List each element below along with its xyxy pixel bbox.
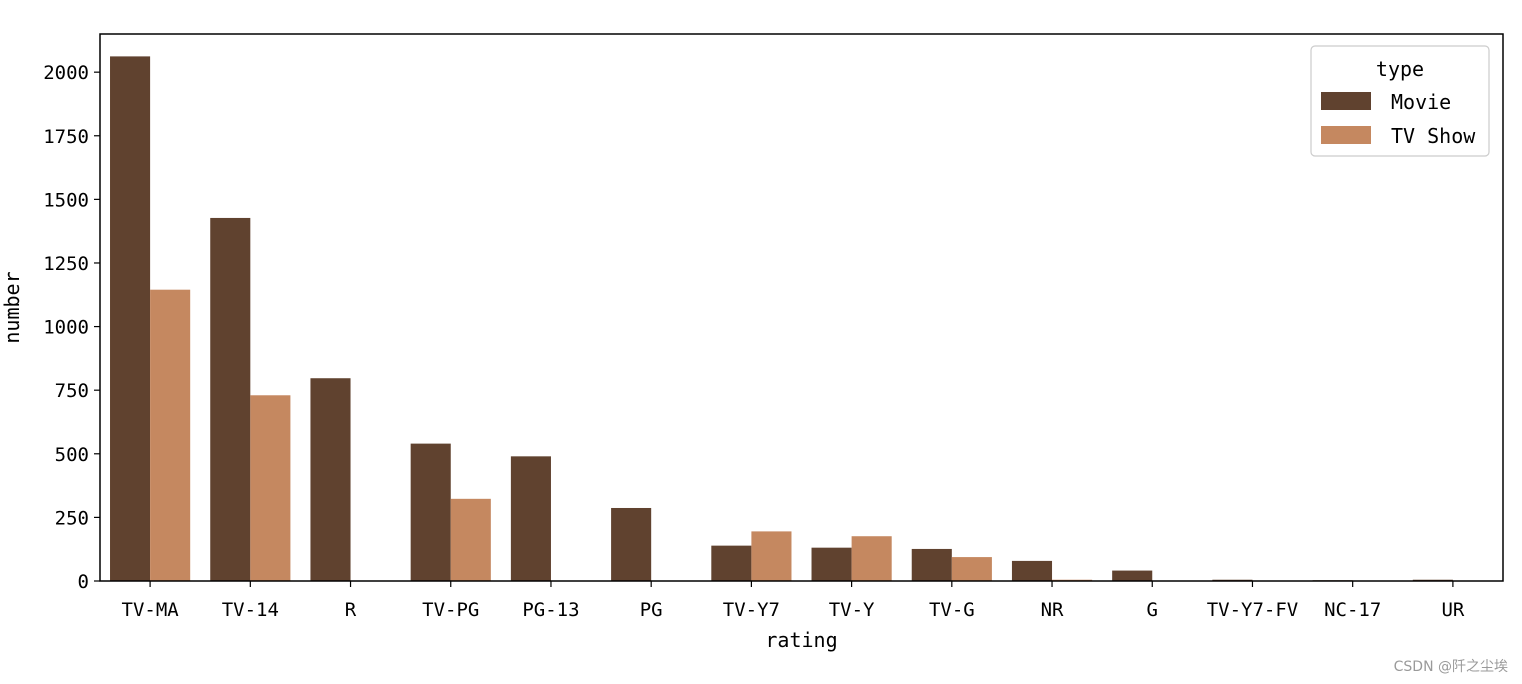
legend-label-tv-show: TV Show: [1391, 124, 1476, 148]
bar-tv-y-movie: [811, 547, 852, 581]
x-tick-label: TV-Y7-FV: [1207, 599, 1299, 621]
x-tick-label: TV-Y: [829, 599, 875, 621]
x-tick-label: TV-PG: [422, 599, 479, 621]
legend-title: type: [1376, 57, 1424, 81]
x-tick-label: NR: [1041, 599, 1064, 621]
x-axis-label: rating: [765, 628, 837, 652]
x-tick-label: TV-14: [222, 599, 279, 621]
bar-g-movie: [1112, 570, 1153, 581]
bar-tv-y7-tv-show: [751, 531, 792, 581]
y-tick-label: 250: [55, 507, 89, 529]
bar-tv-g-movie: [911, 548, 952, 581]
legend-swatch-movie: [1321, 92, 1371, 110]
y-tick-label: 1000: [43, 317, 89, 339]
x-tick-label: NC-17: [1324, 599, 1381, 621]
y-tick-label: 1250: [43, 253, 89, 275]
bar-nr-movie: [1011, 560, 1053, 581]
x-axis: TV-MA TV-14 R TV-PG PG-13 PG TV-Y7 TV-Y TV-G NR G T…: [122, 581, 1465, 621]
bar-tv-14-tv-show: [250, 395, 291, 581]
y-tick-label: 2000: [43, 62, 89, 84]
y-axis: 0 250 500 750 1000 1250 1500 1750 2000: [43, 62, 100, 593]
bar-tv-y7-movie: [711, 545, 752, 581]
x-tick-label: G: [1147, 599, 1158, 621]
y-tick-label: 1750: [43, 126, 89, 148]
bars-group: [110, 56, 1453, 582]
x-tick-label: PG-13: [522, 599, 579, 621]
bar-tv-g-tv-show: [951, 557, 992, 581]
y-tick-label: 750: [55, 380, 89, 402]
legend: type Movie TV Show: [1310, 45, 1490, 157]
bar-tv-14-movie: [210, 217, 251, 582]
y-tick-label: 500: [55, 444, 89, 466]
legend-items: Movie TV Show: [1321, 90, 1476, 148]
plot-frame: [99, 33, 1504, 582]
y-tick-label: 1500: [43, 189, 89, 211]
bar-tv-pg-tv-show: [450, 498, 491, 581]
x-tick-label: TV-MA: [122, 599, 180, 621]
watermark: CSDN @阡之尘埃: [1393, 659, 1508, 675]
bar-r-movie: [310, 378, 351, 581]
x-tick-label: TV-Y7: [723, 599, 780, 621]
x-tick-label: TV-G: [929, 599, 975, 621]
y-tick-label: 0: [78, 571, 89, 593]
x-tick-label: UR: [1441, 599, 1464, 621]
bar-tv-pg-movie: [410, 443, 451, 581]
y-axis-label: number: [0, 271, 24, 343]
bar-pg-13-movie: [510, 456, 551, 581]
bar-tv-ma-tv-show: [150, 289, 191, 581]
legend-label-movie: Movie: [1391, 90, 1451, 114]
bar-tv-y-tv-show: [851, 536, 892, 581]
legend-swatch-tv-show: [1321, 126, 1371, 144]
x-tick-label: PG: [640, 599, 663, 621]
bar-tv-ma-movie: [110, 56, 151, 581]
bar-pg-movie: [611, 507, 652, 581]
x-tick-label: R: [345, 599, 357, 621]
